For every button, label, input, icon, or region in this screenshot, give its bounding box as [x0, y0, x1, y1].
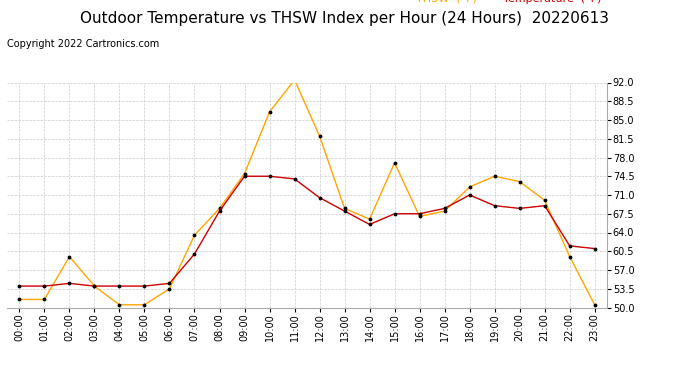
- Text: Copyright 2022 Cartronics.com: Copyright 2022 Cartronics.com: [7, 39, 159, 50]
- Text: Outdoor Temperature vs THSW Index per Hour (24 Hours)  20220613: Outdoor Temperature vs THSW Index per Ho…: [81, 11, 609, 26]
- Legend: THSW  (°F), Temperature  (°F): THSW (°F), Temperature (°F): [398, 0, 602, 3]
